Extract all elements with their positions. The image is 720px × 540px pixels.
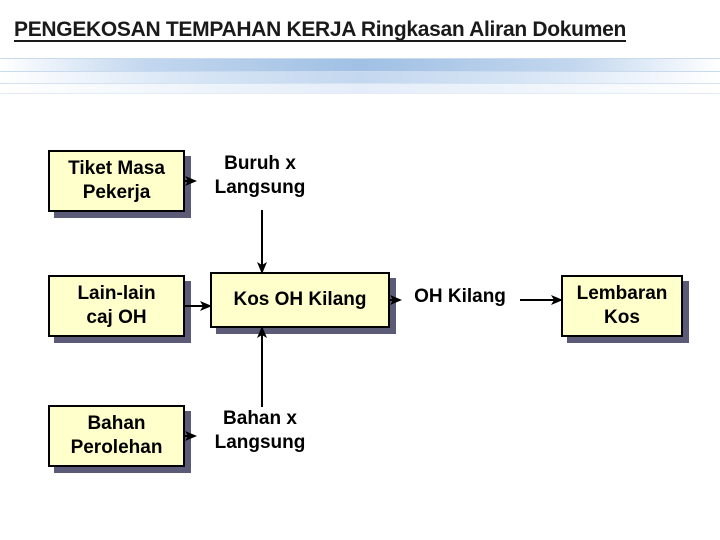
- node-label: LembaranKos: [577, 282, 668, 330]
- node-tiket-masa: Tiket MasaPekerja: [48, 150, 185, 212]
- node-kos-oh-kilang: Kos OH Kilang: [210, 272, 390, 328]
- node-label: Lain-laincaj OH: [77, 282, 155, 330]
- node-oh-kilang: OH Kilang: [400, 285, 520, 313]
- node-label: Tiket MasaPekerja: [68, 157, 165, 205]
- node-label: Kos OH Kilang: [233, 288, 366, 312]
- node-lembaran-kos: LembaranKos: [561, 275, 683, 337]
- page-title: PENGEKOSAN TEMPAHAN KERJA Ringkasan Alir…: [14, 18, 706, 42]
- node-label: BahanPerolehan: [71, 412, 163, 460]
- node-label: Bahan xLangsung: [215, 408, 306, 453]
- node-label: OH Kilang: [414, 286, 506, 307]
- node-buruh-langsung: Buruh xLangsung: [195, 152, 325, 210]
- node-lain-lain: Lain-laincaj OH: [48, 275, 185, 337]
- node-label: Buruh xLangsung: [215, 153, 306, 198]
- node-bahan-langsung: Bahan xLangsung: [195, 407, 325, 465]
- decorative-banner: [0, 58, 720, 102]
- node-bahan-perolehan: BahanPerolehan: [48, 405, 185, 467]
